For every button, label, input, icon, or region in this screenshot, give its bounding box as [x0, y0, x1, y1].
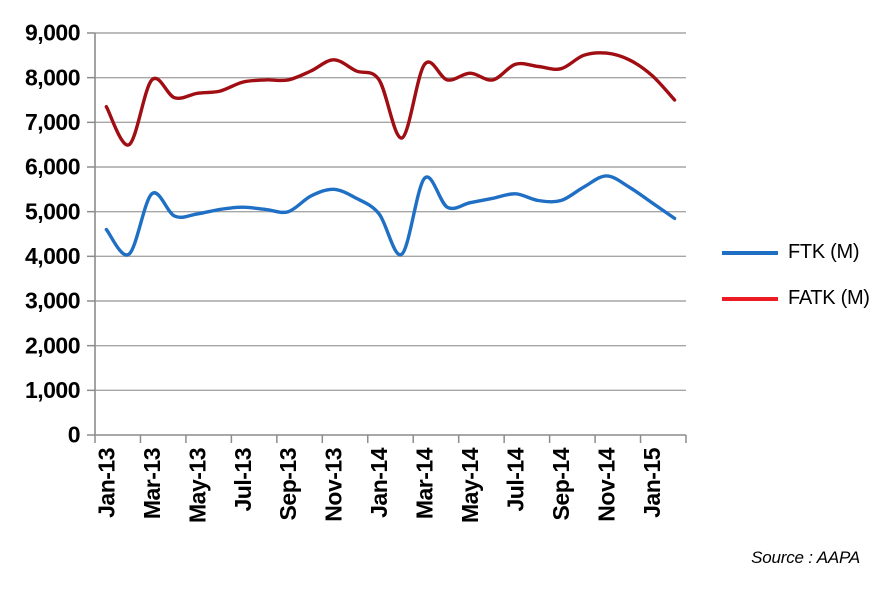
x-axis-tick-label: Nov-14: [593, 447, 619, 521]
legend-item-fatk-m: FATK (M): [722, 285, 870, 312]
x-axis-tick-label: Jul-13: [230, 448, 256, 511]
y-axis-tick-label: 2,000: [25, 332, 80, 358]
legend-item-ftk-m: FTK (M): [722, 239, 870, 266]
x-axis-tick-label: Jan-15: [639, 447, 665, 518]
legend-line-swatch-ftk-m: [722, 250, 778, 255]
y-axis-tick-label: 6,000: [25, 154, 80, 180]
legend-label-fatk-m: FATK (M): [788, 287, 870, 309]
y-axis-tick-label: 7,000: [25, 109, 80, 135]
x-axis-tick-label: Jan-13: [93, 448, 119, 518]
x-axis-tick-label: Mar-13: [139, 448, 165, 519]
legend-label-ftk-m: FTK (M): [788, 241, 860, 263]
y-axis-tick-label: 4,000: [25, 243, 80, 269]
x-axis-tick-label: Jan-14: [366, 447, 392, 518]
x-axis-tick-label: Sep-14: [548, 447, 574, 520]
y-axis-tick-label: 9,000: [25, 20, 80, 46]
y-axis-tick-label: 8,000: [25, 64, 80, 90]
source-note: Source : AAPA: [751, 548, 860, 567]
x-axis-tick-label: May-13: [184, 448, 210, 523]
series-line-fatk-m: [104, 51, 677, 147]
x-axis-tick-label: May-14: [457, 447, 483, 523]
y-axis-tick-label: 1,000: [25, 377, 80, 403]
x-axis-tick-label: Mar-14: [412, 447, 438, 519]
y-axis-tick-label: 5,000: [25, 198, 80, 224]
legend-line-swatch-fatk-m: [722, 296, 778, 301]
x-axis-tick-label: Nov-13: [321, 448, 347, 522]
x-axis-tick-label: Sep-13: [275, 448, 301, 520]
y-axis-tick-label: 3,000: [25, 288, 80, 314]
legend: FTK (M) FATK (M): [722, 239, 870, 312]
y-axis-tick-label: 0: [68, 422, 80, 448]
x-axis-tick-label: Jul-14: [503, 447, 529, 511]
series-line-ftk-m: [104, 174, 677, 257]
